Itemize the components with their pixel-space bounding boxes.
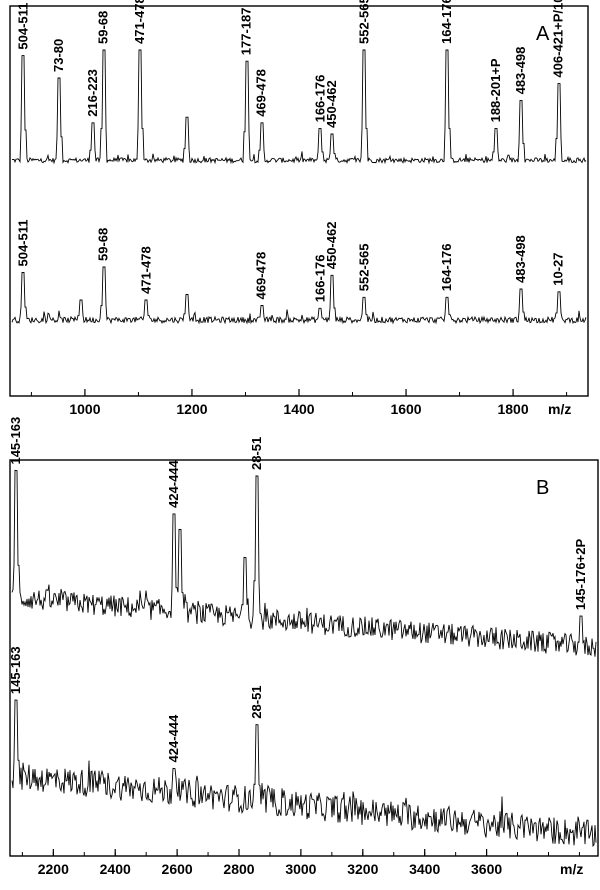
x-tick-label: 3200	[347, 861, 378, 877]
panel-letter: B	[536, 477, 549, 499]
spectrum-trace	[11, 49, 587, 165]
peak-label: 469-478	[254, 69, 269, 117]
peak-label: 28-51	[249, 685, 264, 718]
x-axis-label: m/z	[560, 861, 583, 877]
peak-label: 552-565	[356, 0, 371, 44]
x-tick-label: 2800	[223, 861, 254, 877]
panel-b: 2200 2400 2600 2800 3000 3200 3400 3600 m/z B 145-…	[8, 417, 599, 877]
x-axis-label: m/z	[548, 401, 571, 417]
peak-label: 424-444	[166, 714, 181, 762]
peak-label: 552-565	[356, 244, 371, 292]
panel-letter: A	[536, 23, 550, 45]
x-tick-label: 3600	[471, 861, 502, 877]
peak-label: 483-498	[513, 235, 528, 283]
peak-label: 469-478	[254, 252, 269, 300]
peak-label: 59-68	[96, 11, 111, 44]
x-tick-label: 1600	[390, 401, 421, 417]
peak-label: 216-223	[85, 69, 100, 117]
peak-label: 145-163	[8, 417, 23, 465]
peak-label: 166-176	[312, 255, 327, 303]
panel-a: 1000 1200 1400 1600 1800 m/z A 504-511 73-80 216-…	[9, 0, 589, 417]
peak-label: 73-80	[51, 39, 66, 72]
peak-label: 145-176+2P	[573, 539, 588, 611]
spectrum-trace	[11, 699, 597, 848]
x-tick-label: 2600	[162, 861, 193, 877]
peak-label: 483-498	[513, 47, 528, 95]
peak-label: 471-478	[132, 0, 147, 44]
peak-label: 504-511	[15, 220, 30, 267]
peak-label: 177-187	[239, 7, 254, 55]
peak-label: 450-462	[324, 80, 339, 128]
x-tick-label: 2400	[100, 861, 131, 877]
x-tick-label: 1000	[69, 401, 100, 417]
x-tick-label: 1800	[497, 401, 528, 417]
x-tick-label: 3400	[409, 861, 440, 877]
peak-label: 164-176	[439, 244, 454, 292]
peak-label: 145-163	[8, 646, 23, 694]
peak-label: 188-201+P	[488, 58, 503, 122]
peak-label: 166-176	[312, 75, 327, 123]
peak-label: 424-444	[166, 459, 181, 507]
peak-label: 406-421+P/10-27	[551, 0, 566, 78]
spectrum-trace	[11, 266, 587, 325]
x-tick-label: 1400	[283, 401, 314, 417]
x-tick-label: 1200	[176, 401, 207, 417]
peak-label: 504-511	[15, 3, 30, 50]
peak-label: 164-176	[439, 0, 454, 44]
x-tick-label: 2200	[38, 861, 69, 877]
peak-label: 28-51	[249, 437, 264, 470]
peak-label: 59-68	[96, 228, 111, 261]
plot-frame	[9, 459, 599, 857]
spectrum-trace	[11, 469, 597, 657]
peak-label: 450-462	[324, 222, 339, 270]
x-tick-label: 3000	[285, 861, 316, 877]
peak-label: 471-478	[138, 246, 153, 294]
peak-label: 10-27	[551, 253, 566, 286]
